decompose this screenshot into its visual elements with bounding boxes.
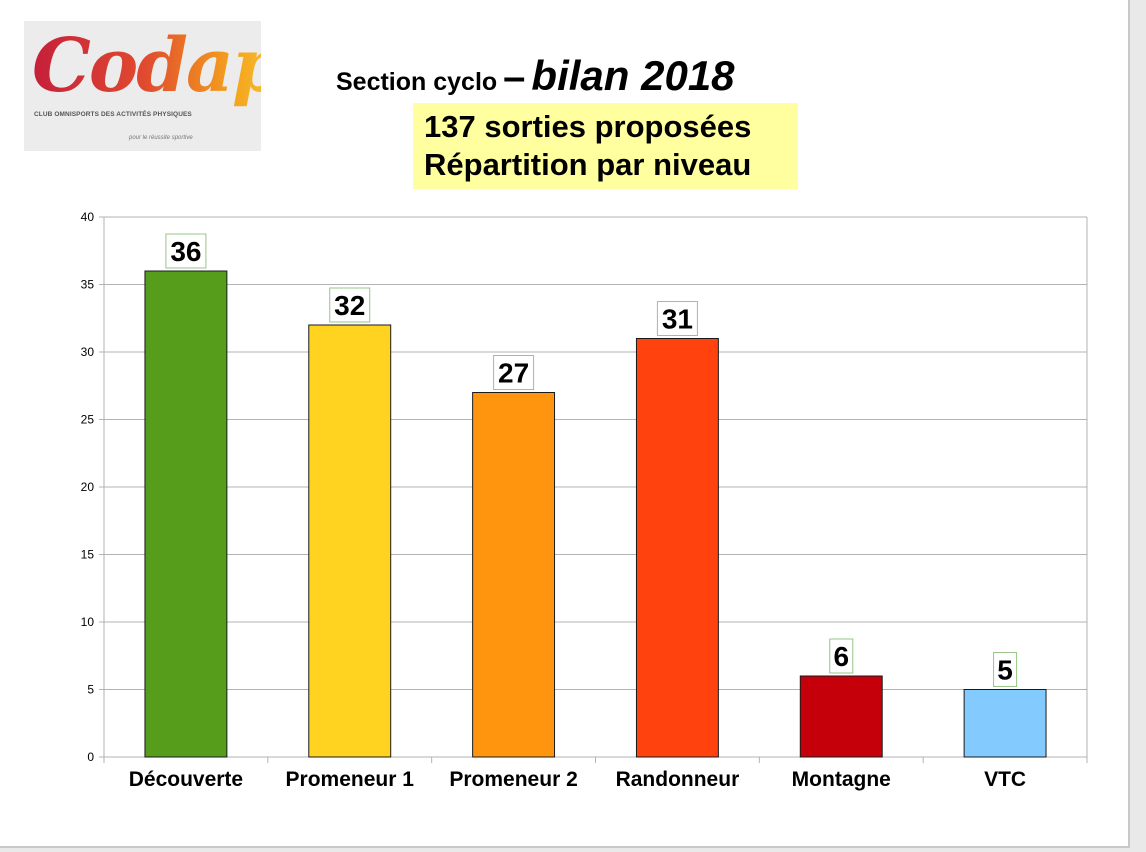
subtitle-box: 137 sorties proposées Répartition par ni… — [413, 103, 798, 189]
y-tick-label: 35 — [81, 278, 95, 292]
bar-d-couverte — [144, 270, 228, 758]
x-category-label: Randonneur — [616, 768, 740, 791]
logo-wordmark: Codap — [32, 23, 261, 109]
data-label: 5 — [997, 655, 1013, 686]
y-tick-label: 30 — [81, 345, 95, 359]
subtitle-line-1: 137 sorties proposées — [424, 109, 752, 144]
x-category-label: Montagne — [792, 768, 891, 791]
data-label: 31 — [662, 304, 693, 335]
data-label-box — [493, 355, 535, 390]
title-dash: – — [503, 55, 526, 99]
y-tick-label: 5 — [87, 683, 94, 697]
subtitle-line-2: Répartition par niveau — [424, 147, 752, 182]
x-category-label: Découverte — [129, 768, 243, 791]
y-tick-label: 10 — [81, 615, 95, 629]
data-label-box — [165, 233, 207, 269]
data-label-box — [656, 301, 698, 336]
x-category-label: Promeneur 1 — [286, 768, 415, 791]
logo-slogan: pour le réussite sportive — [129, 135, 193, 141]
bar-vtc — [963, 689, 1047, 758]
data-label: 32 — [334, 290, 365, 321]
title-main: bilan 2018 — [531, 52, 735, 99]
data-label-box — [329, 287, 371, 323]
y-tick-label: 0 — [87, 750, 94, 764]
x-category-label: VTC — [984, 768, 1026, 791]
y-tick-label: 25 — [81, 413, 95, 427]
data-label-box — [829, 638, 854, 674]
bar-chart: 0 5 10 15 20 25 30 35 40 36 Découverte 32 Promeneur … — [81, 210, 1088, 791]
logo-tagline: CLUB OMNISPORTS DES ACTIVITÉS PHYSIQUES — [34, 111, 192, 118]
title-prefix: Section cyclo — [336, 68, 498, 96]
data-label-box — [993, 652, 1018, 687]
bar-montagne — [799, 675, 883, 758]
y-tick-label: 40 — [81, 210, 95, 224]
data-label: 36 — [170, 236, 201, 267]
slide-title: Section cyclo – bilan 2018 — [336, 52, 735, 100]
data-label: 27 — [498, 358, 529, 389]
y-tick-label: 15 — [81, 548, 95, 562]
bar-promeneur-2 — [472, 392, 556, 758]
data-label: 6 — [833, 641, 849, 672]
bar-randonneur — [635, 338, 719, 758]
codap-logo: Codap CLUB OMNISPORTS DES ACTIVITÉS PHYS… — [24, 21, 261, 151]
bar-promeneur-1 — [308, 324, 392, 758]
y-tick-label: 20 — [81, 480, 95, 494]
x-category-label: Promeneur 2 — [449, 768, 577, 791]
